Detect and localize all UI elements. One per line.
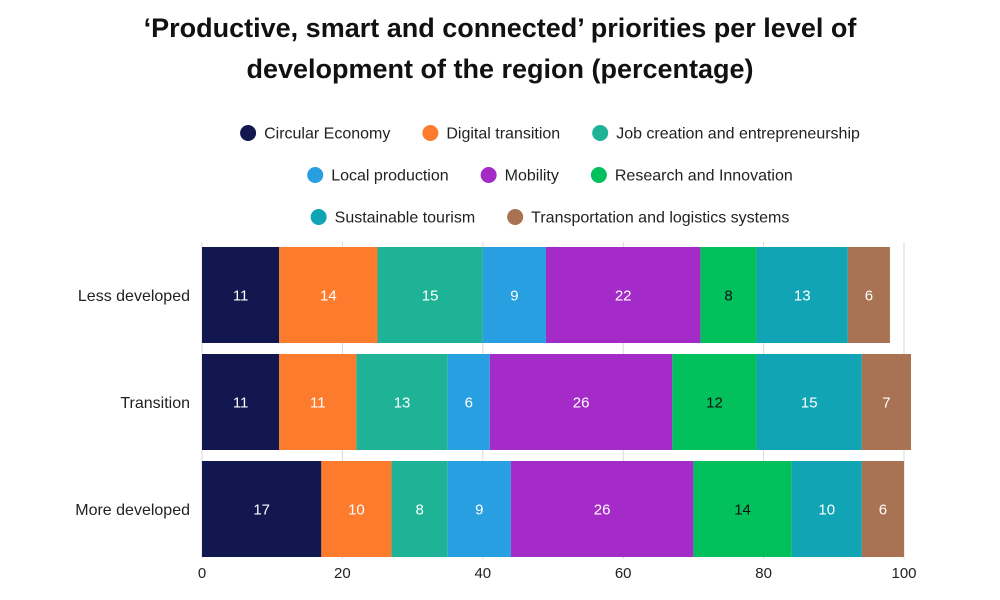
- legend-label: Research and Innovation: [615, 168, 793, 185]
- legend-marker: [480, 167, 497, 183]
- data-label: 15: [801, 395, 818, 412]
- x-tick-label: 80: [755, 565, 772, 582]
- bar-segment-sustainable-tourism: [756, 354, 862, 450]
- category-label: More developed: [75, 502, 190, 519]
- bar-segment-circular-economy: [202, 247, 280, 343]
- legend-marker: [240, 125, 257, 141]
- legend-item-local-production: Local production: [307, 167, 449, 185]
- bar-segment-job-creation-and-entrepreneurship: [391, 461, 448, 557]
- data-label: 22: [615, 288, 632, 305]
- legend-item-mobility: Mobility: [480, 167, 559, 185]
- data-label: 10: [818, 502, 835, 519]
- legend: Circular Economy Digital transition Job cr…: [240, 125, 860, 227]
- legend-label: Transportation and logistics systems: [531, 210, 789, 227]
- bars: 11 14 15 9 22 8 13 6 11 11 13 6 26 12 15 7 17 10 8 9 26 14 10 6: [202, 247, 912, 557]
- legend-item-research-and-innovation: Research and Innovation: [590, 167, 793, 185]
- bar-segment-circular-economy: [202, 461, 322, 557]
- bar-segment-local-production: [482, 247, 546, 343]
- bar-segment-circular-economy: [202, 354, 280, 450]
- legend-label: Job creation and entrepreneurship: [616, 126, 860, 143]
- data-label: 9: [510, 288, 518, 305]
- legend-marker: [507, 209, 524, 225]
- category-label: Transition: [120, 395, 190, 412]
- bar-segment-digital-transition: [321, 461, 392, 557]
- bar-segment-transportation-and-logistics-systems: [847, 247, 890, 343]
- x-tick-label: 100: [891, 565, 916, 582]
- data-label: 7: [882, 395, 890, 412]
- bar-segment-digital-transition: [279, 354, 357, 450]
- x-tick-label: 60: [615, 565, 632, 582]
- legend-label: Local production: [331, 168, 448, 185]
- bar-segment-research-and-innovation: [693, 461, 792, 557]
- data-label: 8: [724, 288, 732, 305]
- category-axis: Less developed Transition More developed: [75, 288, 190, 519]
- data-label: 26: [573, 395, 590, 412]
- data-label: 15: [422, 288, 439, 305]
- bar-segment-sustainable-tourism: [791, 461, 862, 557]
- data-label: 13: [394, 395, 411, 412]
- bar-group-transition: 11 11 13 6 26 12 15 7: [202, 354, 912, 450]
- bar-segment-mobility: [510, 461, 694, 557]
- data-label: 14: [734, 502, 751, 519]
- bar-segment-research-and-innovation: [700, 247, 757, 343]
- x-tick-label: 0: [198, 565, 206, 582]
- legend-item-job-creation-and-entrepreneurship: Job creation and entrepreneurship: [592, 125, 860, 143]
- legend-item-circular-economy: Circular Economy: [240, 125, 390, 143]
- legend-item-sustainable-tourism: Sustainable tourism: [310, 209, 476, 227]
- bar-segment-research-and-innovation: [672, 354, 757, 450]
- legend-label: Mobility: [505, 168, 559, 185]
- data-label: 6: [465, 395, 473, 412]
- legend-marker: [422, 125, 439, 141]
- value-axis: 0 20 40 60 80 100: [198, 565, 917, 582]
- legend-marker: [310, 209, 327, 225]
- bar-segment-mobility: [545, 247, 701, 343]
- data-label: 11: [233, 288, 249, 305]
- bar-segment-transportation-and-logistics-systems: [861, 461, 904, 557]
- bar-segment-mobility: [489, 354, 673, 450]
- chart-title-line-2: development of the region (percentage): [246, 54, 754, 84]
- bar-segment-sustainable-tourism: [756, 247, 848, 343]
- data-label: 13: [794, 288, 811, 305]
- bar-segment-job-creation-and-entrepreneurship: [356, 354, 448, 450]
- data-label: 17: [253, 502, 270, 519]
- data-label: 8: [415, 502, 423, 519]
- chart-title: ‘Productive, smart and connected’ priori…: [0, 8, 1000, 90]
- bar-group-less-developed: 11 14 15 9 22 8 13 6: [202, 247, 890, 343]
- bar-segment-local-production: [447, 354, 490, 450]
- data-label: 26: [594, 502, 611, 519]
- bar-segment-job-creation-and-entrepreneurship: [377, 247, 483, 343]
- category-label: Less developed: [78, 288, 190, 305]
- data-label: 6: [879, 502, 887, 519]
- data-label: 11: [233, 395, 249, 412]
- data-label: 9: [475, 502, 483, 519]
- data-label: 11: [310, 395, 326, 412]
- legend-marker: [592, 125, 609, 141]
- bar-segment-local-production: [447, 461, 511, 557]
- legend-item-transportation-and-logistics-systems: Transportation and logistics systems: [507, 209, 789, 227]
- data-label: 10: [348, 502, 365, 519]
- legend-label: Digital transition: [446, 126, 560, 143]
- legend-marker: [590, 167, 607, 183]
- legend-item-digital-transition: Digital transition: [422, 125, 560, 143]
- x-tick-label: 40: [474, 565, 491, 582]
- data-label: 12: [706, 395, 723, 412]
- data-label: 6: [865, 288, 873, 305]
- bar-segment-digital-transition: [279, 247, 378, 343]
- chart-title-line-1: ‘Productive, smart and connected’ priori…: [143, 13, 857, 43]
- data-label: 14: [320, 288, 337, 305]
- x-tick-label: 20: [334, 565, 351, 582]
- bar-group-more-developed: 17 10 8 9 26 14 10 6: [202, 461, 904, 557]
- legend-marker: [307, 167, 324, 183]
- bar-segment-transportation-and-logistics-systems: [861, 354, 912, 450]
- legend-label: Sustainable tourism: [335, 210, 476, 227]
- legend-label: Circular Economy: [264, 126, 390, 143]
